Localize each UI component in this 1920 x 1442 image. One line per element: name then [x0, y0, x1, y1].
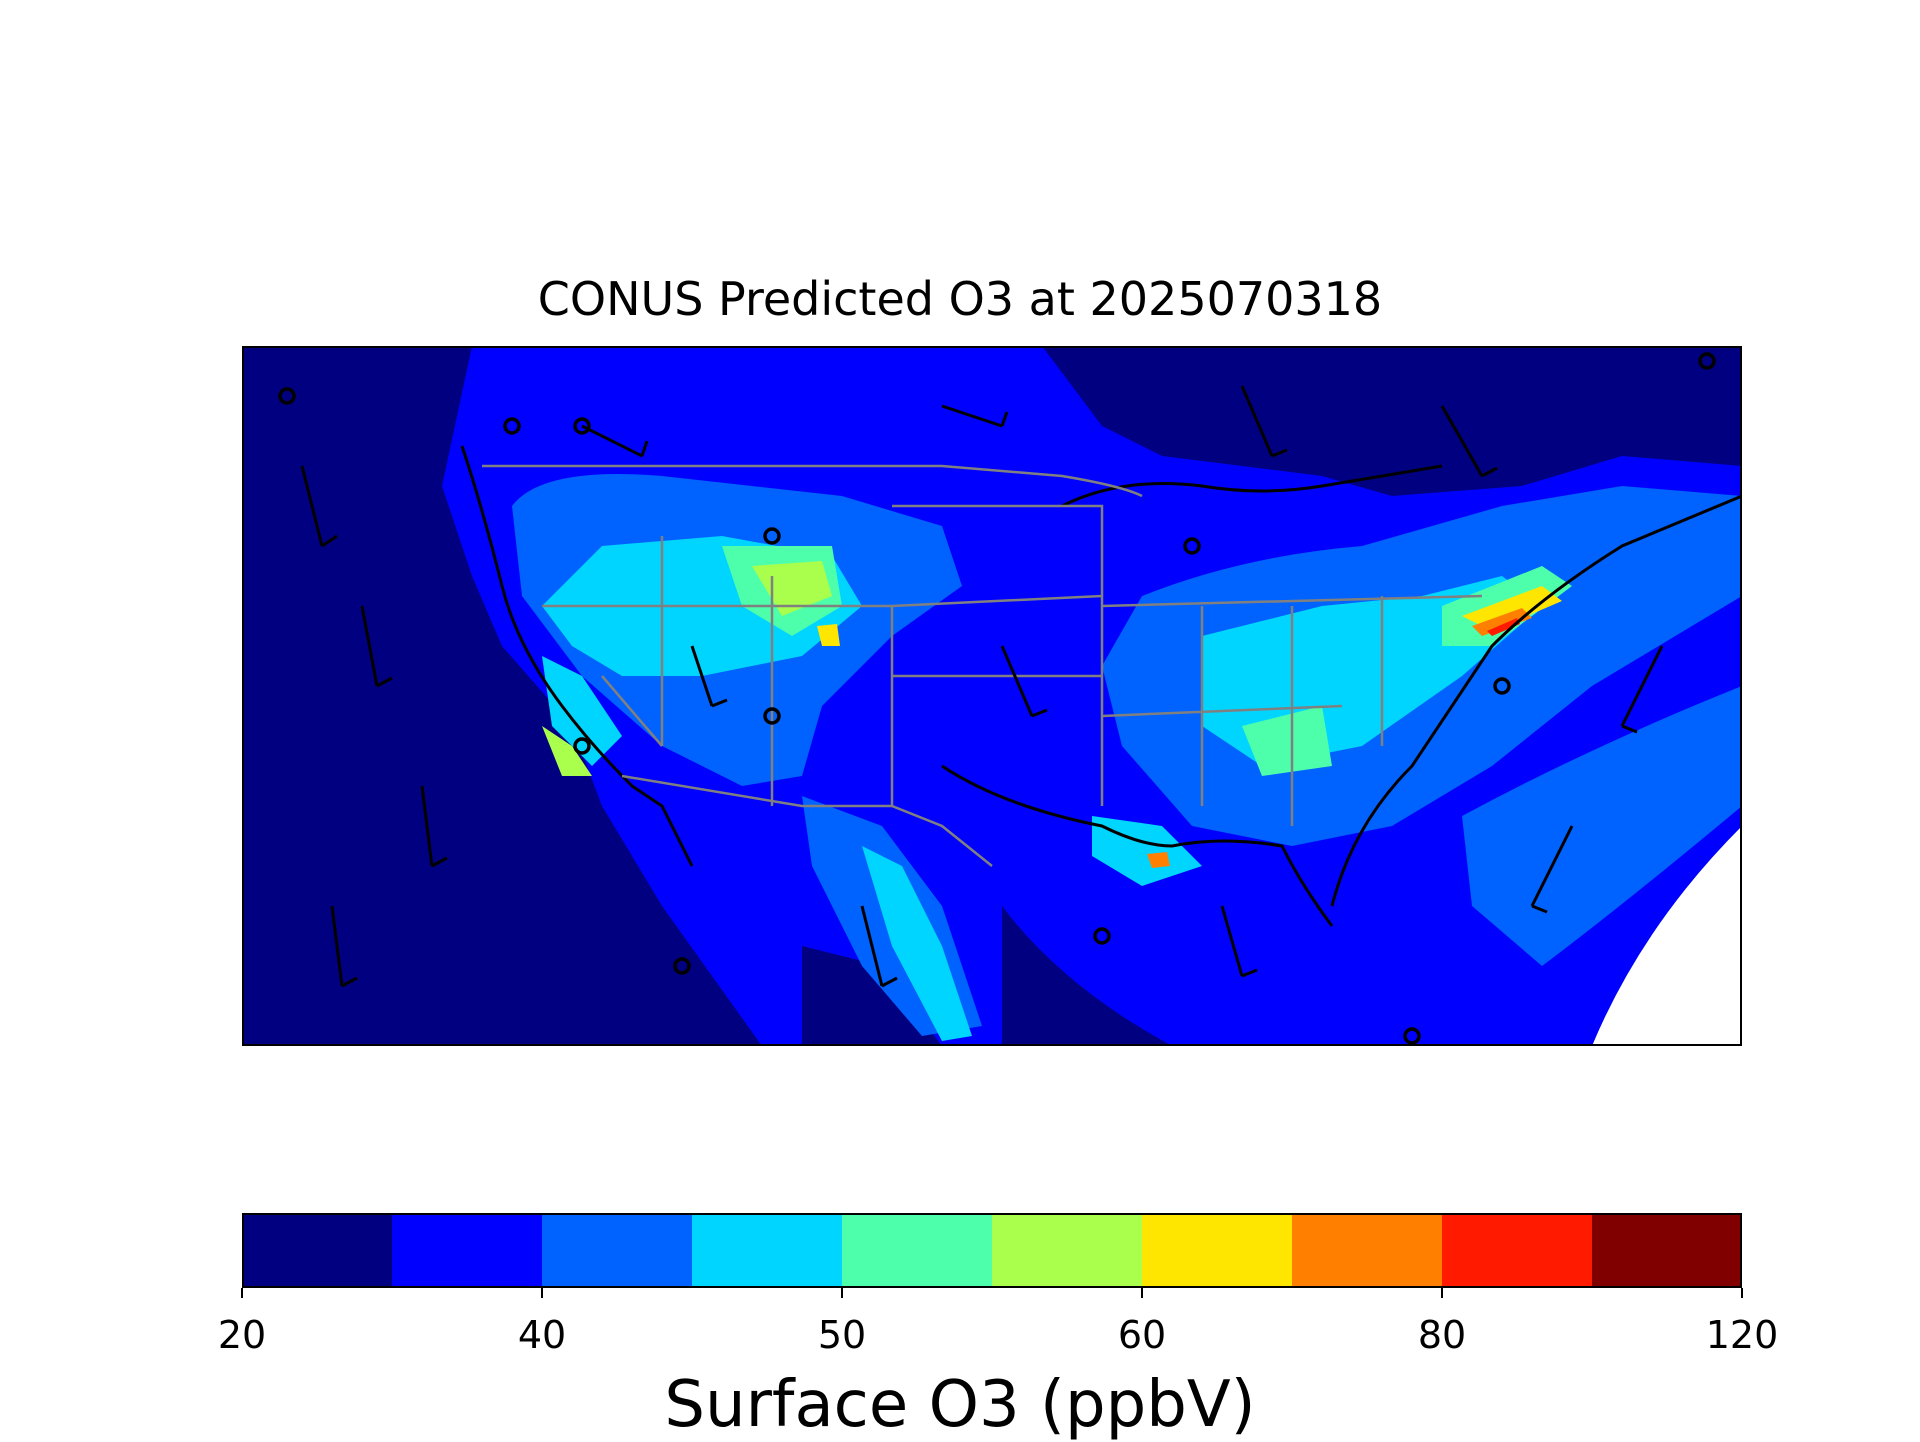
colorbar-bin: [842, 1213, 993, 1288]
colorbar-bin: [1442, 1213, 1593, 1288]
wind-barb: [300, 465, 338, 548]
calm-wind-circle: [1493, 677, 1511, 695]
map-frame: [242, 346, 1742, 1046]
calm-wind-circle: [573, 737, 591, 755]
gulf-low-region: [1002, 906, 1172, 1046]
calm-wind-circles: [278, 352, 1716, 1045]
pacific-low-region: [242, 346, 762, 1046]
colorbar-tick-mark: [841, 1288, 843, 1298]
wind-barb: [360, 605, 393, 688]
colorbar-tick-mark: [1741, 1288, 1743, 1298]
map-title: CONUS Predicted O3 at 2025070318: [537, 272, 1383, 326]
ozone-map: [242, 346, 1742, 1046]
socal-high: [542, 726, 592, 776]
wyoming-yellow: [817, 624, 840, 646]
houston-orange: [1147, 852, 1170, 868]
calm-wind-circle: [673, 957, 691, 975]
colorbar-ticks: 20 40 50 60 80 120: [218, 1288, 1778, 1357]
state-boundaries: [482, 464, 1483, 867]
canada-border: [482, 464, 1143, 498]
colorbar-tick-label: 80: [1417, 1313, 1467, 1357]
wind-barb: [1440, 405, 1498, 478]
mexico-low-region: [802, 946, 942, 1046]
northeast-corridor-red: [1487, 618, 1520, 636]
colorbar-bin: [992, 1213, 1143, 1288]
canada-low-region: [1042, 346, 1742, 496]
domain-outside-area: [1592, 826, 1742, 1046]
calm-wind-circle: [573, 417, 591, 435]
colorbar-bin: [1592, 1213, 1742, 1288]
wind-barb: [330, 905, 358, 988]
colorbar-bin: [542, 1213, 693, 1288]
colorbar-label: Surface O3 (ppbV): [664, 1368, 1256, 1442]
coastline-gulf: [941, 764, 1334, 927]
colorbar-tick-mark: [241, 1288, 243, 1298]
northeast-corridor-orange: [1472, 608, 1532, 636]
atlantic-mid-band: [1462, 686, 1742, 966]
colorbar: [242, 1213, 1742, 1288]
eastern-state-lines: [1101, 594, 1483, 826]
wind-barb: [1000, 645, 1048, 718]
mexico-elevated: [862, 846, 972, 1041]
calm-wind-circle: [503, 417, 521, 435]
colorbar-bin: [242, 1213, 393, 1288]
mexico-border: [621, 774, 993, 867]
ozone-peak-regions: [817, 586, 1562, 868]
calm-wind-circle: [1093, 927, 1111, 945]
colorbar-bin: [1292, 1213, 1443, 1288]
colorbar-tick-mark: [1141, 1288, 1143, 1298]
wind-barbs: [300, 385, 1664, 988]
wind-barb: [941, 404, 1009, 428]
colorbar-tick-mark: [1441, 1288, 1443, 1298]
wind-barb: [581, 424, 649, 458]
colorbar-tick-label: 60: [1117, 1313, 1167, 1357]
calm-wind-circle: [1698, 352, 1716, 370]
calm-wind-circle: [1183, 537, 1201, 555]
wind-barb: [690, 645, 728, 708]
wind-barb: [1530, 825, 1574, 914]
calm-wind-circle: [763, 707, 781, 725]
colorbar-tick-label: 20: [217, 1313, 267, 1357]
southeast-high: [1242, 706, 1332, 776]
wind-barb: [1240, 385, 1288, 458]
wind-barb: [420, 785, 448, 868]
central-state-lines: [891, 504, 1104, 806]
calm-wind-circle: [763, 527, 781, 545]
colorbar-tick-label: 50: [817, 1313, 867, 1357]
colorbar-tick-label: 40: [517, 1313, 567, 1357]
calm-wind-circle: [278, 387, 296, 405]
colorbar-tick-mark: [541, 1288, 543, 1298]
coastline-west: [460, 445, 694, 867]
coastline-great-lakes: [1061, 464, 1443, 508]
colorbar-bin: [1142, 1213, 1293, 1288]
colorbar-tick-label: 120: [1705, 1313, 1779, 1357]
california-elevated: [542, 656, 622, 766]
coastline-east: [1330, 494, 1742, 907]
calm-wind-circle: [1403, 1027, 1421, 1045]
colorado-high: [752, 561, 832, 616]
wind-barb: [1220, 905, 1258, 978]
western-state-lines: [542, 536, 894, 806]
northeast-corridor-yellow: [1462, 586, 1562, 631]
colorbar-bin: [692, 1213, 843, 1288]
wind-barb: [1620, 645, 1664, 734]
colorbar-bin: [392, 1213, 543, 1288]
ozone-low-regions: [242, 346, 1742, 1046]
wind-barb: [860, 905, 898, 988]
